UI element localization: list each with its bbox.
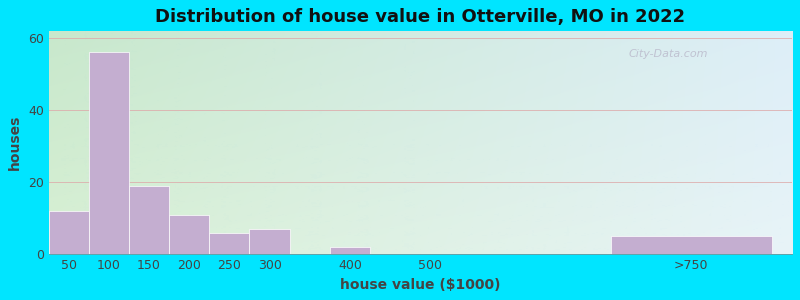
Bar — [611, 236, 771, 254]
Bar — [129, 186, 169, 254]
Bar — [210, 232, 250, 254]
Bar — [169, 214, 210, 254]
Bar — [49, 211, 89, 254]
Bar — [89, 52, 129, 254]
Y-axis label: houses: houses — [8, 115, 22, 170]
Title: Distribution of house value in Otterville, MO in 2022: Distribution of house value in Ottervill… — [155, 8, 686, 26]
Bar — [330, 247, 370, 254]
X-axis label: house value ($1000): house value ($1000) — [340, 278, 500, 292]
Bar — [250, 229, 290, 254]
Text: City-Data.com: City-Data.com — [628, 49, 708, 58]
